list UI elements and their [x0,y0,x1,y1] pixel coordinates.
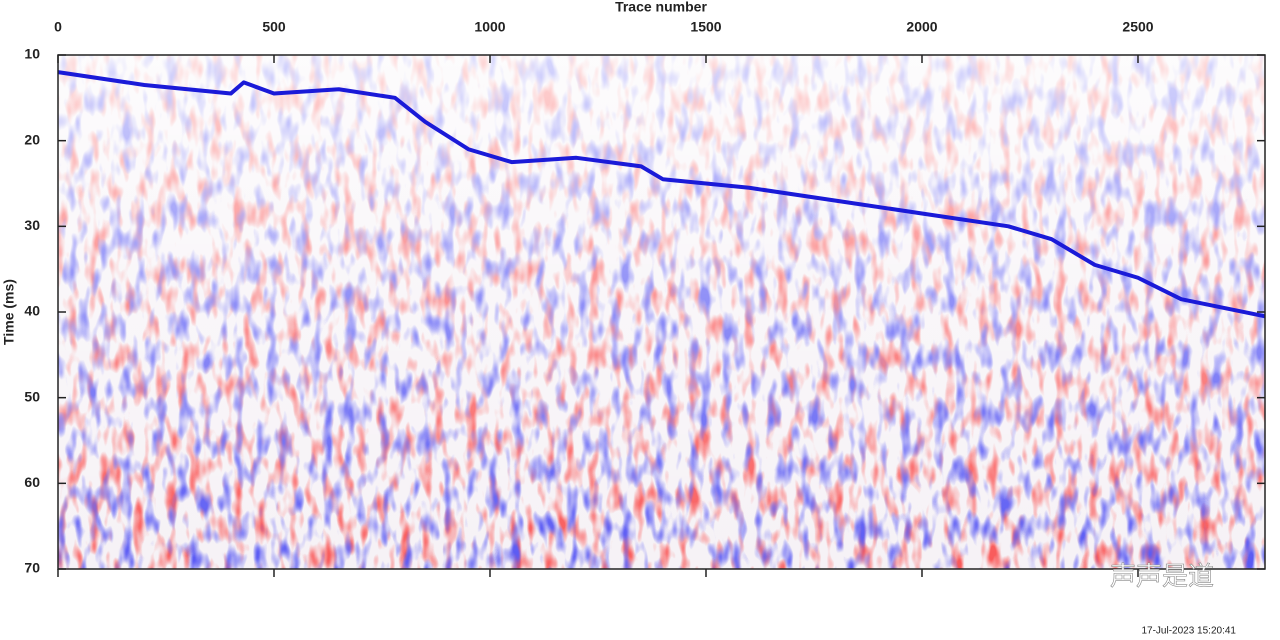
y-tick-label: 40 [24,303,40,319]
x-tick-label: 2000 [906,19,937,35]
y-tick-label: 70 [24,560,40,576]
x-tick-label: 0 [54,19,62,35]
x-tick-label: 1000 [474,19,505,35]
y-axis-label: Time (ms) [1,279,17,345]
x-tick-label: 1500 [690,19,721,35]
y-tick-label: 10 [24,46,40,62]
y-tick-label: 50 [24,388,40,404]
x-tick-label: 500 [262,19,286,35]
seismic-image [58,55,1265,569]
watermark: 声声是道 [1110,561,1214,591]
x-axis-label: Trace number [615,0,707,15]
y-tick-label: 30 [24,217,40,233]
x-tick-label: 2500 [1122,19,1153,35]
horizon-line [57,70,1266,319]
y-tick-label: 20 [24,131,40,147]
y-tick-label: 60 [24,474,40,490]
timestamp: 17-Jul-2023 15:20:41 [1141,626,1236,635]
